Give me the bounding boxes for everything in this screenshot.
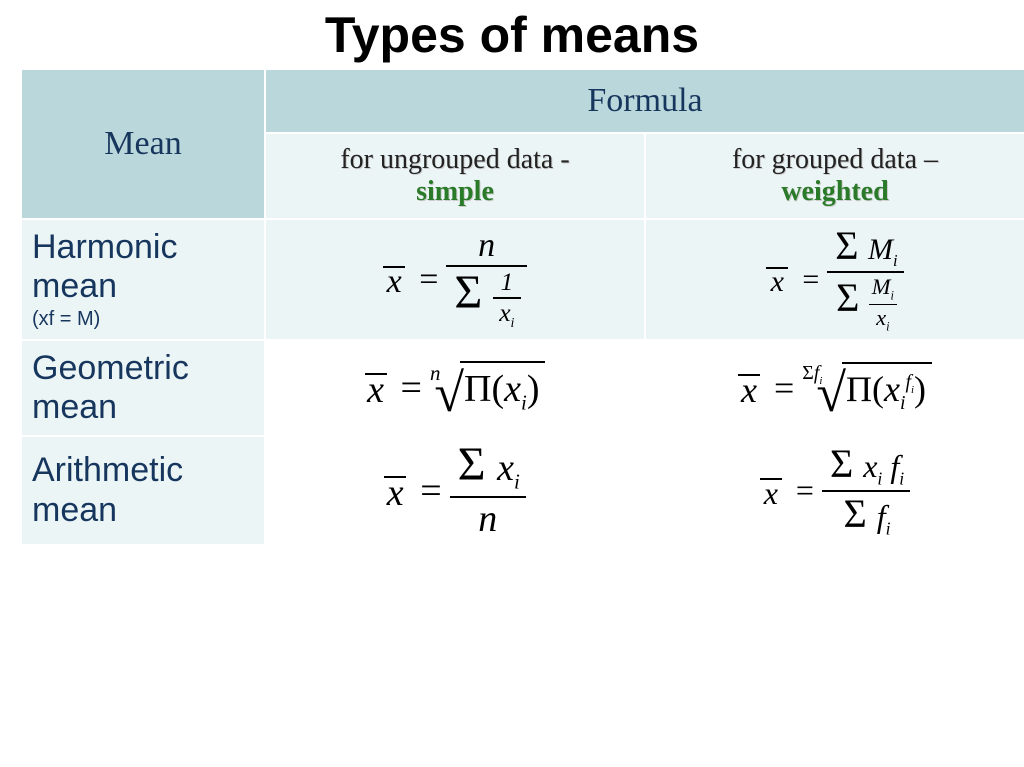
slide: { "title": "Types of means", "table": { …: [0, 0, 1024, 767]
subheader-grouped: for grouped data – weighted: [645, 133, 1024, 219]
formula-arithmetic-simple: x = Σ xi n: [265, 436, 645, 544]
subheader-grouped-em: weighted: [781, 176, 888, 207]
row-geometric: Geometric mean x = n √ Π(xi): [21, 340, 1024, 436]
rowlabel-geometric: Geometric mean: [21, 340, 265, 436]
means-table: Mean Formula for ungrouped data - simple…: [20, 68, 1024, 546]
formula-geometric-simple: x = n √ Π(xi): [265, 340, 645, 436]
subheader-grouped-text: for grouped data –: [732, 144, 938, 175]
formula-harmonic-simple: x = n Σ 1 xi: [265, 219, 645, 340]
rowlabel-arithmetic: Arithmetic mean: [21, 436, 265, 544]
header-mean: Mean: [21, 69, 265, 219]
row-harmonic: Harmonic mean (xf = M) x = n Σ 1: [21, 219, 1024, 340]
rowlabel-geometric-text: Geometric mean: [32, 349, 189, 426]
rowlabel-arithmetic-text: Arithmetic mean: [32, 451, 183, 528]
subheader-ungrouped-em: simple: [416, 176, 494, 207]
subheader-ungrouped-text: for ungrouped data -: [340, 144, 569, 175]
table-header-row: Mean Formula: [21, 69, 1024, 133]
formula-harmonic-weighted: x = Σ Mi Σ Mi xi: [645, 219, 1024, 340]
rowlabel-harmonic-note: (xf = M): [32, 308, 254, 331]
formula-arithmetic-weighted: x = Σ xi fi Σ fi: [645, 436, 1024, 544]
header-formula: Formula: [265, 69, 1024, 133]
rowlabel-harmonic: Harmonic mean (xf = M): [21, 219, 265, 340]
slide-title: Types of means: [0, 0, 1024, 68]
formula-geometric-weighted: x = Σfi √ Π(xifi): [645, 340, 1024, 436]
rowlabel-harmonic-text: Harmonic mean: [32, 228, 177, 305]
row-arithmetic: Arithmetic mean x = Σ xi n: [21, 436, 1024, 544]
subheader-ungrouped: for ungrouped data - simple: [265, 133, 645, 219]
